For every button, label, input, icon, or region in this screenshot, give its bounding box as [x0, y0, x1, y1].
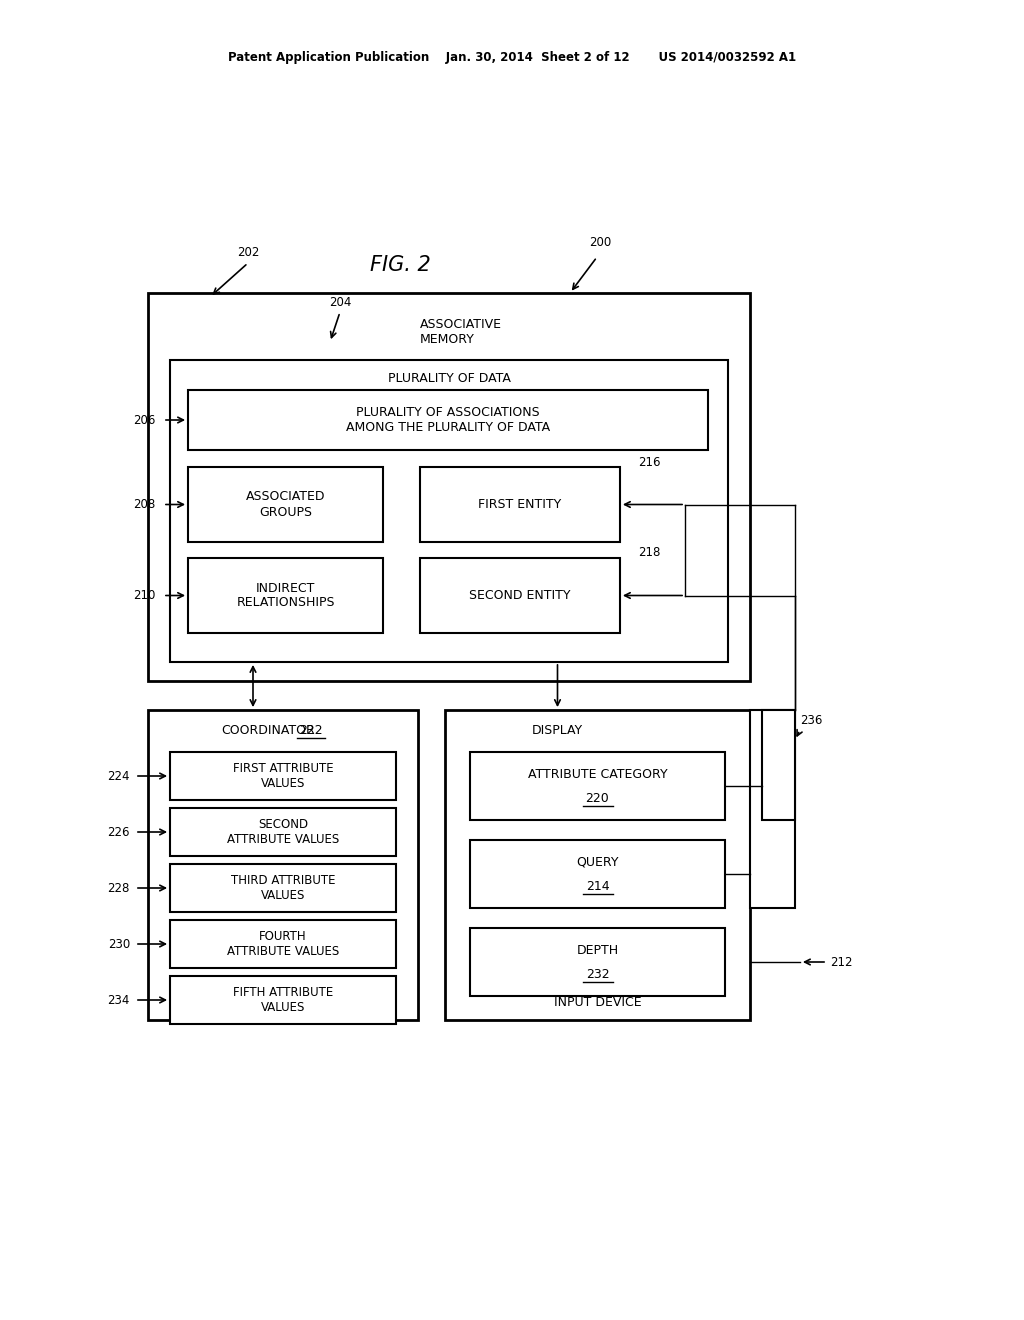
Text: 202: 202	[237, 247, 259, 260]
Bar	[188, 558, 383, 634]
Text: 200: 200	[589, 236, 611, 249]
Text: 214: 214	[586, 879, 609, 892]
Text: ASSOCIATED
GROUPS: ASSOCIATED GROUPS	[246, 491, 326, 519]
Text: 218: 218	[638, 546, 660, 560]
Bar	[762, 710, 795, 820]
Text: 224: 224	[108, 770, 130, 783]
Text: PLURALITY OF ASSOCIATIONS
AMONG THE PLURALITY OF DATA: PLURALITY OF ASSOCIATIONS AMONG THE PLUR…	[346, 407, 550, 434]
Bar	[750, 710, 795, 908]
Bar	[188, 467, 383, 543]
Text: ASSOCIATIVE
MEMORY: ASSOCIATIVE MEMORY	[420, 318, 502, 346]
Text: 230: 230	[108, 937, 130, 950]
Text: INPUT DEVICE: INPUT DEVICE	[554, 995, 641, 1008]
Bar	[445, 710, 750, 1020]
Bar	[470, 928, 725, 997]
Bar	[170, 975, 396, 1024]
Text: 220: 220	[586, 792, 609, 804]
Text: FIFTH ATTRIBUTE
VALUES: FIFTH ATTRIBUTE VALUES	[232, 986, 333, 1014]
Bar	[170, 920, 396, 968]
Text: 212: 212	[830, 956, 853, 969]
Bar	[148, 293, 750, 681]
Text: FIRST ATTRIBUTE
VALUES: FIRST ATTRIBUTE VALUES	[232, 762, 334, 789]
Text: SECOND ENTITY: SECOND ENTITY	[469, 589, 570, 602]
Text: DISPLAY: DISPLAY	[531, 723, 583, 737]
Text: 228: 228	[108, 882, 130, 895]
Text: FOURTH
ATTRIBUTE VALUES: FOURTH ATTRIBUTE VALUES	[227, 931, 339, 958]
Text: 236: 236	[800, 714, 822, 726]
Bar	[170, 360, 728, 663]
Text: COORDINATOR: COORDINATOR	[221, 723, 314, 737]
Bar	[148, 710, 418, 1020]
Text: 234: 234	[108, 994, 130, 1006]
Bar	[420, 558, 620, 634]
Text: ATTRIBUTE CATEGORY: ATTRIBUTE CATEGORY	[527, 767, 668, 780]
Text: INDIRECT
RELATIONSHIPS: INDIRECT RELATIONSHIPS	[237, 582, 335, 610]
Bar	[470, 752, 725, 820]
Text: THIRD ATTRIBUTE
VALUES: THIRD ATTRIBUTE VALUES	[230, 874, 335, 902]
Text: FIG. 2: FIG. 2	[370, 255, 430, 275]
Text: 206: 206	[133, 413, 155, 426]
Text: PLURALITY OF DATA: PLURALITY OF DATA	[387, 371, 510, 384]
Text: 222: 222	[299, 723, 323, 737]
Text: 226: 226	[108, 825, 130, 838]
Bar	[170, 865, 396, 912]
Text: 216: 216	[638, 455, 660, 469]
Text: QUERY: QUERY	[577, 855, 618, 869]
Bar	[470, 840, 725, 908]
Bar	[170, 808, 396, 855]
Text: Patent Application Publication    Jan. 30, 2014  Sheet 2 of 12       US 2014/003: Patent Application Publication Jan. 30, …	[228, 51, 796, 65]
Text: DEPTH: DEPTH	[577, 944, 618, 957]
Bar	[170, 752, 396, 800]
Text: SECOND
ATTRIBUTE VALUES: SECOND ATTRIBUTE VALUES	[227, 818, 339, 846]
Bar	[420, 467, 620, 543]
Text: 210: 210	[133, 589, 155, 602]
Text: 208: 208	[133, 498, 155, 511]
Text: 232: 232	[586, 968, 609, 981]
Bar	[188, 389, 708, 450]
Text: FIRST ENTITY: FIRST ENTITY	[478, 498, 561, 511]
Text: 204: 204	[329, 296, 351, 309]
